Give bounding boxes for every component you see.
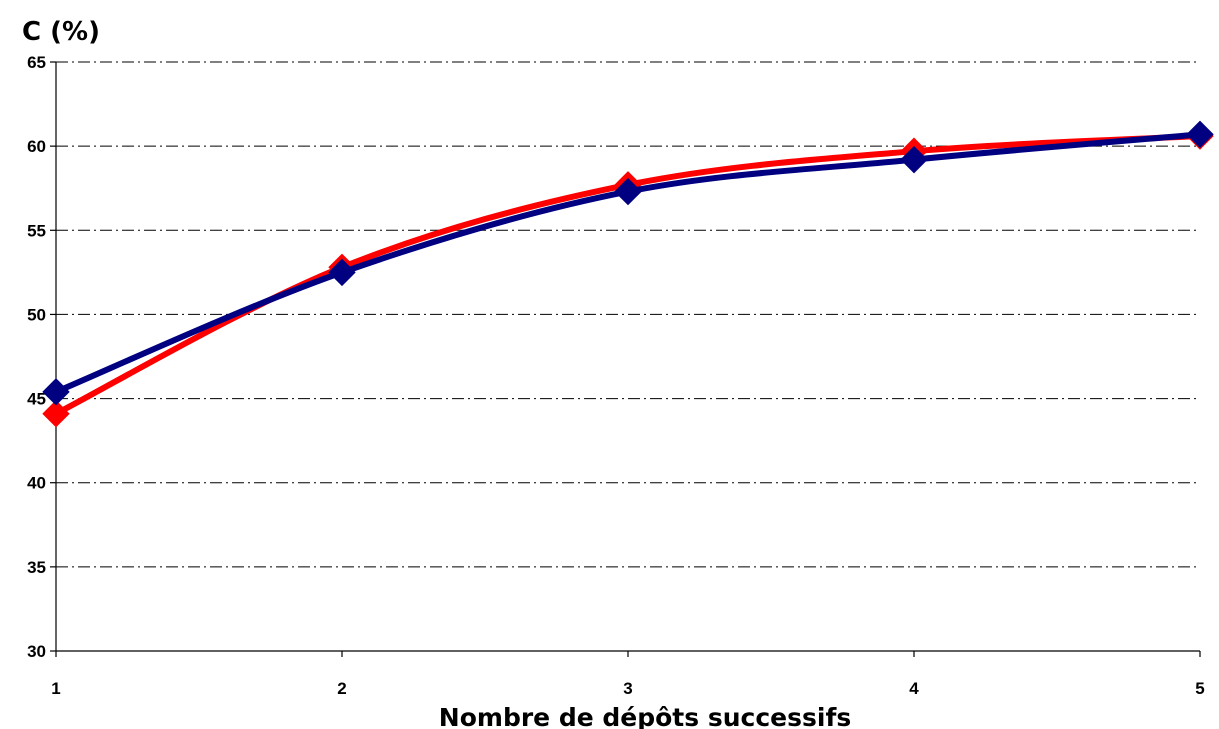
series-2 <box>42 120 1214 406</box>
y-axis-label: C (%) <box>22 17 100 47</box>
data-point-marker <box>1186 120 1214 149</box>
data-point-marker <box>900 145 928 174</box>
x-tick-label: 5 <box>1195 679 1204 698</box>
data-point-marker <box>328 258 356 287</box>
x-tick-label: 4 <box>909 679 919 698</box>
y-tick-label: 60 <box>27 137 46 156</box>
x-tick-label: 3 <box>623 679 632 698</box>
y-tick-label: 45 <box>27 390 46 409</box>
x-axis-label: Nombre de dépôts successifs <box>439 703 851 729</box>
x-tick-label: 2 <box>337 679 346 698</box>
axes <box>50 61 1201 657</box>
data-point-marker <box>42 400 70 428</box>
x-tick-labels: 1 2 3 4 5 <box>51 679 1204 698</box>
data-point-marker <box>614 177 642 206</box>
series-lines <box>42 120 1214 428</box>
series-1 <box>42 122 1214 428</box>
y-tick-label: 55 <box>27 221 46 240</box>
y-tick-label: 65 <box>27 53 46 72</box>
y-tick-labels: 30 35 40 45 50 55 60 65 <box>27 53 46 661</box>
y-tick-label: 30 <box>27 642 46 661</box>
x-tick-label: 1 <box>51 679 60 698</box>
y-tick-label: 35 <box>27 558 46 577</box>
y-tick-label: 40 <box>27 474 46 493</box>
y-tick-label: 50 <box>27 305 46 324</box>
data-point-marker <box>42 378 70 406</box>
